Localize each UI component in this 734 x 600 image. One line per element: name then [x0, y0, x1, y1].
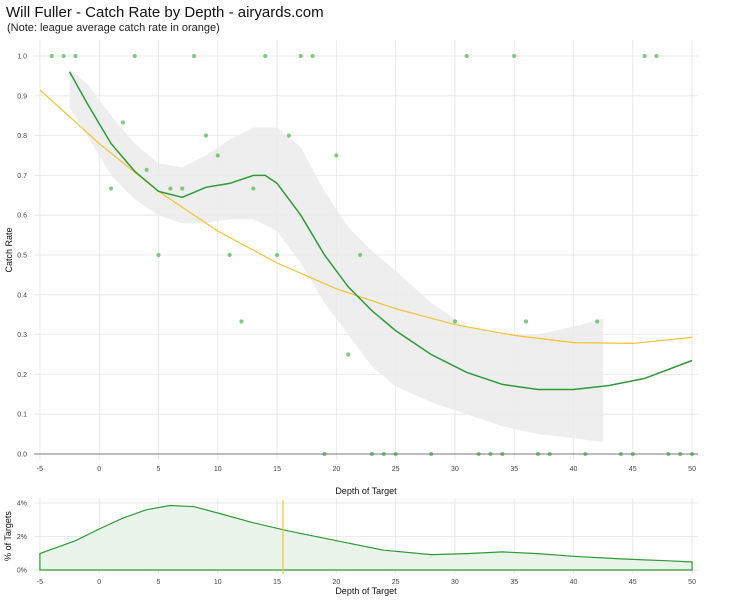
y-tick-label: 0.1 [17, 412, 27, 419]
x-tick-label: -5 [37, 466, 43, 473]
density-x-tick-label: 10 [214, 579, 222, 586]
chart-subtitle: (Note: league average catch rate in oran… [7, 22, 220, 34]
data-point [334, 153, 339, 158]
density-y-axis-label: % of Targets [3, 511, 13, 561]
data-point [452, 319, 458, 324]
data-point [120, 120, 126, 125]
x-tick-label: 45 [629, 466, 637, 473]
density-y-tick-label: 4% [17, 501, 27, 508]
y-tick-label: 0.2 [17, 372, 27, 379]
y-axis-label: Catch Rate [4, 227, 14, 272]
density-x-tick-label: 5 [157, 579, 161, 586]
data-point [310, 53, 315, 59]
x-axis-label: Depth of Target [335, 486, 397, 496]
density-x-tick-label: 50 [688, 579, 696, 586]
x-tick-label: 5 [157, 466, 161, 473]
density-x-axis-label: Depth of Target [335, 586, 397, 596]
density-x-tick-label: 40 [570, 579, 578, 586]
data-point [346, 352, 351, 357]
data-point [215, 153, 220, 158]
x-tick-label: 25 [392, 466, 400, 473]
y-tick-label: 0.4 [17, 292, 27, 299]
data-point [263, 53, 268, 59]
data-point [156, 252, 161, 258]
data-point [73, 53, 78, 59]
data-point [203, 133, 209, 138]
data-point [144, 167, 149, 172]
density-y-tick-label: 2% [17, 534, 27, 541]
data-point [642, 53, 647, 59]
density-x-tick-label: 0 [97, 579, 101, 586]
y-tick-label: 0.7 [17, 173, 27, 180]
data-point [132, 53, 137, 59]
y-tick-label: 0.5 [17, 253, 27, 260]
data-point [512, 53, 517, 59]
y-tick-label: 0.9 [17, 93, 27, 100]
x-tick-label: 10 [214, 466, 222, 473]
data-point [168, 186, 173, 191]
y-tick-label: 0.8 [17, 133, 27, 140]
density-x-tick-label: 15 [273, 579, 281, 586]
density-x-tick-label: 45 [629, 579, 637, 586]
data-point [227, 252, 232, 258]
data-point [251, 186, 256, 191]
chart-title: Will Fuller - Catch Rate by Depth - airy… [6, 4, 324, 21]
data-point [595, 319, 600, 324]
density-x-tick-label: 30 [451, 579, 459, 586]
data-point [464, 53, 469, 59]
player-catch-rate-line [68, 71, 693, 391]
data-point [274, 252, 280, 258]
y-tick-label: 0.0 [17, 452, 27, 459]
y-tick-label: 0.6 [17, 213, 27, 220]
x-tick-label: 40 [570, 466, 578, 473]
data-point [61, 53, 66, 59]
data-point [180, 186, 185, 191]
density-x-tick-label: 20 [332, 579, 340, 586]
x-tick-label: 30 [451, 466, 459, 473]
data-point [286, 133, 292, 138]
target-density-area [39, 504, 693, 571]
x-tick-label: 20 [332, 466, 340, 473]
x-tick-label: 35 [510, 466, 518, 473]
density-x-tick-label: 25 [392, 579, 400, 586]
y-tick-label: 1.0 [17, 54, 27, 61]
data-point [523, 319, 529, 324]
data-point [49, 53, 54, 59]
density-y-tick-label: 0% [17, 568, 27, 575]
density-x-tick-label: -5 [37, 579, 43, 586]
x-tick-label: 0 [97, 466, 101, 473]
data-point [654, 53, 659, 59]
density-x-tick-label: 35 [510, 579, 518, 586]
data-point [357, 252, 363, 258]
x-tick-label: 15 [273, 466, 281, 473]
data-point [191, 53, 197, 59]
confidence-band [69, 69, 604, 443]
x-tick-label: 50 [688, 466, 696, 473]
data-point [298, 53, 303, 59]
y-tick-label: 0.3 [17, 332, 27, 339]
data-point [239, 319, 244, 324]
data-point [108, 186, 114, 191]
